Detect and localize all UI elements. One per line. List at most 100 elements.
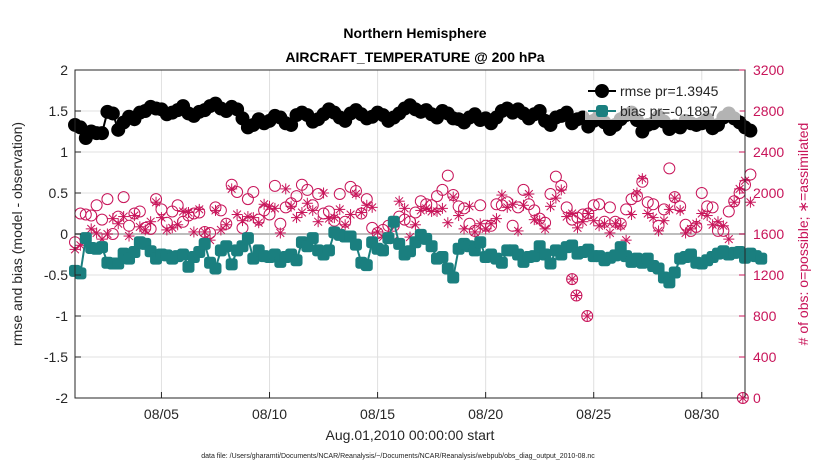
x-tick-label: 08/20	[468, 406, 503, 422]
legend-bias-label: bias pr=-0.1897	[620, 103, 718, 119]
bias-point	[544, 257, 557, 270]
obs-assimilated-point	[582, 208, 594, 219]
obs-assimilated-point	[728, 196, 740, 208]
obs-possible-point	[290, 190, 303, 203]
bias-point	[290, 254, 303, 267]
obs-possible-point	[744, 168, 757, 181]
obs-possible-point	[333, 188, 346, 201]
obs-assimilated-point	[442, 217, 454, 229]
obs-assimilated-point	[139, 224, 151, 236]
obs-assimilated-point	[220, 219, 232, 231]
obs-assimilated-point	[561, 211, 573, 223]
obs-assimilated-point	[91, 227, 103, 239]
legend-rmse-marker	[595, 84, 609, 98]
bias-point	[425, 240, 438, 253]
chart-title: Northern Hemisphere	[343, 25, 486, 41]
obs-assimilated-point	[155, 212, 167, 224]
obs-assimilated-point	[566, 208, 578, 219]
bias-point	[220, 240, 233, 253]
x-tick-label: 08/10	[252, 406, 287, 422]
y-tick-label-right: 400	[753, 349, 777, 365]
obs-assimilated-point	[453, 210, 465, 222]
x-tick-label: 08/05	[144, 406, 179, 422]
obs-assimilated-point	[539, 223, 551, 235]
obs-possible-point	[722, 205, 735, 218]
obs-assimilated-point	[247, 212, 259, 224]
bias-point	[376, 244, 389, 257]
obs-assimilated-point	[436, 202, 448, 214]
y-tick-label-left: -0.5	[44, 267, 68, 283]
obs-possible-point	[593, 198, 606, 211]
bias-point	[474, 236, 487, 249]
obs-assimilated-point	[269, 202, 281, 214]
y-tick-label-left: -1	[56, 308, 69, 324]
y-axis-label-left: rmse and bias (model - observation)	[9, 122, 25, 346]
y-tick-label-right: 3200	[753, 62, 784, 78]
obs-assimilated-point	[307, 204, 319, 216]
obs-assimilated-point	[528, 214, 540, 226]
obs-assimilated-point	[496, 189, 508, 201]
rmse-point	[743, 123, 758, 138]
obs-assimilated-point	[680, 227, 692, 239]
obs-assimilated-point	[128, 210, 140, 222]
bias-point	[382, 232, 395, 245]
obs-assimilated-point	[581, 310, 593, 322]
legend: rmse pr=1.3945 bias pr=-0.1897	[585, 80, 740, 120]
obs-assimilated-point	[150, 196, 162, 208]
obs-possible-point	[231, 185, 244, 198]
obs-assimilated-point	[215, 224, 227, 236]
obs-possible-point	[96, 213, 109, 226]
bias-point	[755, 252, 768, 265]
rmse-point	[73, 120, 88, 135]
legend-bias-marker	[596, 105, 608, 117]
y-tick-label-right: 1200	[753, 267, 784, 283]
obs-assimilated-point	[653, 225, 665, 237]
bias-layer	[69, 215, 768, 289]
obs-assimilated-point	[231, 209, 243, 221]
obs-possible-point	[549, 170, 562, 183]
obs-assimilated-point	[274, 227, 286, 239]
obs-possible-point	[695, 187, 708, 199]
obs-assimilated-point	[285, 200, 297, 212]
obs-possible-point	[247, 185, 260, 198]
obs-assimilated-point	[145, 216, 157, 228]
obs-assimilated-point	[296, 206, 308, 218]
obs-possible-point	[441, 169, 454, 182]
obs-possible-point	[90, 199, 103, 212]
bias-point	[112, 257, 125, 270]
obs-possible-point	[85, 209, 98, 222]
bias-point	[96, 241, 109, 254]
obs-assimilated-point	[280, 183, 292, 195]
x-axis-label: Aug.01,2010 00:00:00 start	[326, 427, 495, 443]
obs-assimilated-point	[312, 216, 324, 228]
bias-point	[447, 271, 460, 284]
obs-assimilated-point	[517, 199, 529, 211]
obs-assimilated-point	[663, 203, 675, 215]
obs-assimilated-point	[415, 204, 427, 216]
obs-possible-point	[241, 193, 254, 206]
bias-point	[387, 215, 400, 228]
bias-point	[539, 248, 552, 261]
obs-assimilated-point	[631, 187, 643, 199]
y-tick-label-left: 2	[60, 62, 68, 78]
obs-assimilated-point	[534, 215, 546, 227]
bias-point	[404, 245, 416, 258]
obs-assimilated-point	[199, 226, 211, 238]
obs-possible-point	[474, 199, 487, 212]
obs-assimilated-point	[166, 222, 178, 234]
obs-assimilated-point	[334, 203, 346, 215]
obs-assimilated-point	[177, 205, 189, 217]
ticks: 2 3200 1.5 2800 1 2400 0.5 2000 0 1600 -0.5 1200 -1 8…	[44, 62, 784, 422]
obs-assimilated-point	[328, 212, 340, 224]
obs-assimilated-point	[112, 218, 124, 230]
bias-point	[225, 258, 238, 271]
obs-assimilated-point	[744, 196, 756, 208]
obs-assimilated-point	[226, 183, 238, 195]
obs-assimilated-point	[685, 223, 697, 235]
y-tick-label-left: 1.5	[49, 103, 69, 119]
bias-point	[182, 260, 195, 273]
legend-rmse-label: rmse pr=1.3945	[620, 83, 719, 99]
obs-assimilated-point	[182, 206, 194, 218]
y-tick-label-right: 800	[753, 308, 777, 324]
